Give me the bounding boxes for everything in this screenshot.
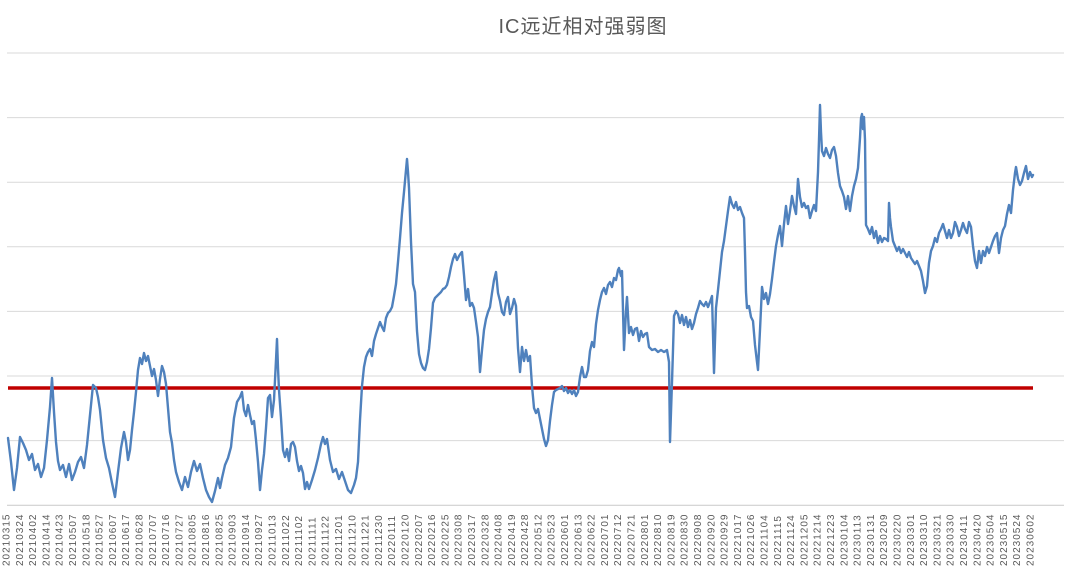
x-axis-label: 20211122 (321, 515, 332, 566)
x-axis-label: 20221026 (746, 514, 757, 567)
x-axis-label: 20230104 (839, 514, 850, 567)
x-axis-label: 20210315 (2, 514, 13, 567)
x-axis-label: 20211022 (281, 514, 292, 566)
x-axis-label: 20220701 (600, 514, 611, 567)
x-axis-label: 20230220 (893, 514, 904, 567)
x-axis-label: 20220111 (387, 515, 398, 566)
x-axis-label: 20220712 (613, 514, 624, 567)
x-axis-label: 20210507 (68, 514, 79, 567)
x-axis-label: 20220810 (653, 514, 664, 567)
x-axis-label: 20230113 (853, 514, 864, 566)
x-axis-label: 20220308 (454, 514, 465, 567)
x-axis-label: 20221124 (786, 514, 797, 566)
chart-title: IC远近相对强弱图 (498, 16, 668, 38)
series-line-ic (6, 103, 1035, 504)
x-axis-label: 20220613 (573, 514, 584, 567)
x-axis-label: 20210727 (174, 514, 185, 567)
x-axis-label: 20220225 (440, 514, 451, 567)
x-axis-label: 20221104 (760, 514, 771, 566)
x-axis-label: 20210816 (201, 514, 212, 567)
x-axis-label: 20221115 (773, 515, 784, 566)
x-axis-label: 20211102 (294, 515, 305, 566)
x-axis-label: 20210914 (241, 514, 252, 567)
x-axis-label: 20230131 (866, 514, 877, 567)
x-axis-label: 20210628 (134, 514, 145, 567)
x-axis-label: 20230504 (986, 514, 997, 567)
x-axis-label: 20210903 (228, 514, 239, 567)
x-axis-label: 20221205 (799, 514, 810, 567)
x-axis-label: 20211013 (267, 514, 278, 566)
x-axis-label: 20220523 (547, 514, 558, 567)
x-axis-label: 20220622 (587, 514, 598, 567)
x-axis-label: 20211210 (347, 514, 358, 566)
x-axis-label: 20220317 (467, 514, 478, 567)
x-axis-label: 20220721 (627, 514, 638, 567)
x-axis-label: 20210518 (81, 514, 92, 567)
x-axis-label: 20221223 (826, 514, 837, 567)
x-axis-label: 20211201 (334, 514, 345, 566)
x-axis-label: 20210707 (148, 514, 159, 567)
x-axis-label: 20220920 (706, 514, 717, 567)
x-axis-label: 20210607 (108, 514, 119, 567)
x-axis-label: 20220120 (400, 514, 411, 567)
x-axis-label: 20220819 (666, 514, 677, 567)
x-axis-label: 20220512 (533, 514, 544, 567)
x-axis-label: 20210414 (41, 514, 52, 567)
x-axis-label: 20210716 (161, 514, 172, 567)
x-axis-label: 20220419 (507, 514, 518, 567)
x-axis-label: 20230321 (932, 514, 943, 567)
x-axis-label: 20220408 (494, 514, 505, 567)
x-axis-label: 20230602 (1026, 514, 1037, 567)
x-axis-label: 20230330 (946, 514, 957, 567)
x-axis-label: 20220428 (520, 514, 531, 567)
x-axis-label: 20211111 (307, 516, 318, 566)
x-axis-label: 20221214 (813, 514, 824, 567)
x-axis-label: 20221017 (733, 514, 744, 567)
x-axis-label: 20230301 (906, 514, 917, 567)
x-axis-label: 20220929 (720, 514, 731, 567)
x-axis-label: 20220830 (680, 514, 691, 567)
x-axis-label: 20230411 (959, 514, 970, 566)
x-axis-label: 20220801 (640, 514, 651, 567)
x-axis-label: 20220601 (560, 514, 571, 567)
x-axis-label: 20210527 (95, 514, 106, 567)
x-axis-label: 20211221 (361, 514, 372, 566)
x-axis-label: 20211230 (374, 514, 385, 566)
x-axis-label: 20210324 (15, 514, 26, 567)
x-axis-label: 20220908 (693, 514, 704, 567)
x-axis-label: 20230209 (879, 514, 890, 567)
x-axis-label: 20230524 (1012, 514, 1023, 567)
x-axis-label: 20220328 (480, 514, 491, 567)
x-axis-label: 20210423 (55, 514, 66, 567)
x-axis-label: 20210617 (121, 514, 132, 567)
x-axis-label: 20210927 (254, 514, 265, 567)
x-axis-label: 20210825 (214, 514, 225, 567)
x-axis-label: 20230310 (919, 514, 930, 567)
x-axis-label: 20230420 (972, 514, 983, 567)
x-axis-label: 20210805 (188, 514, 199, 567)
x-axis-label: 20230515 (999, 514, 1010, 567)
x-axis-label: 20220216 (427, 514, 438, 567)
x-axis-label: 20220207 (414, 514, 425, 567)
x-axis-label: 20210402 (28, 514, 39, 567)
